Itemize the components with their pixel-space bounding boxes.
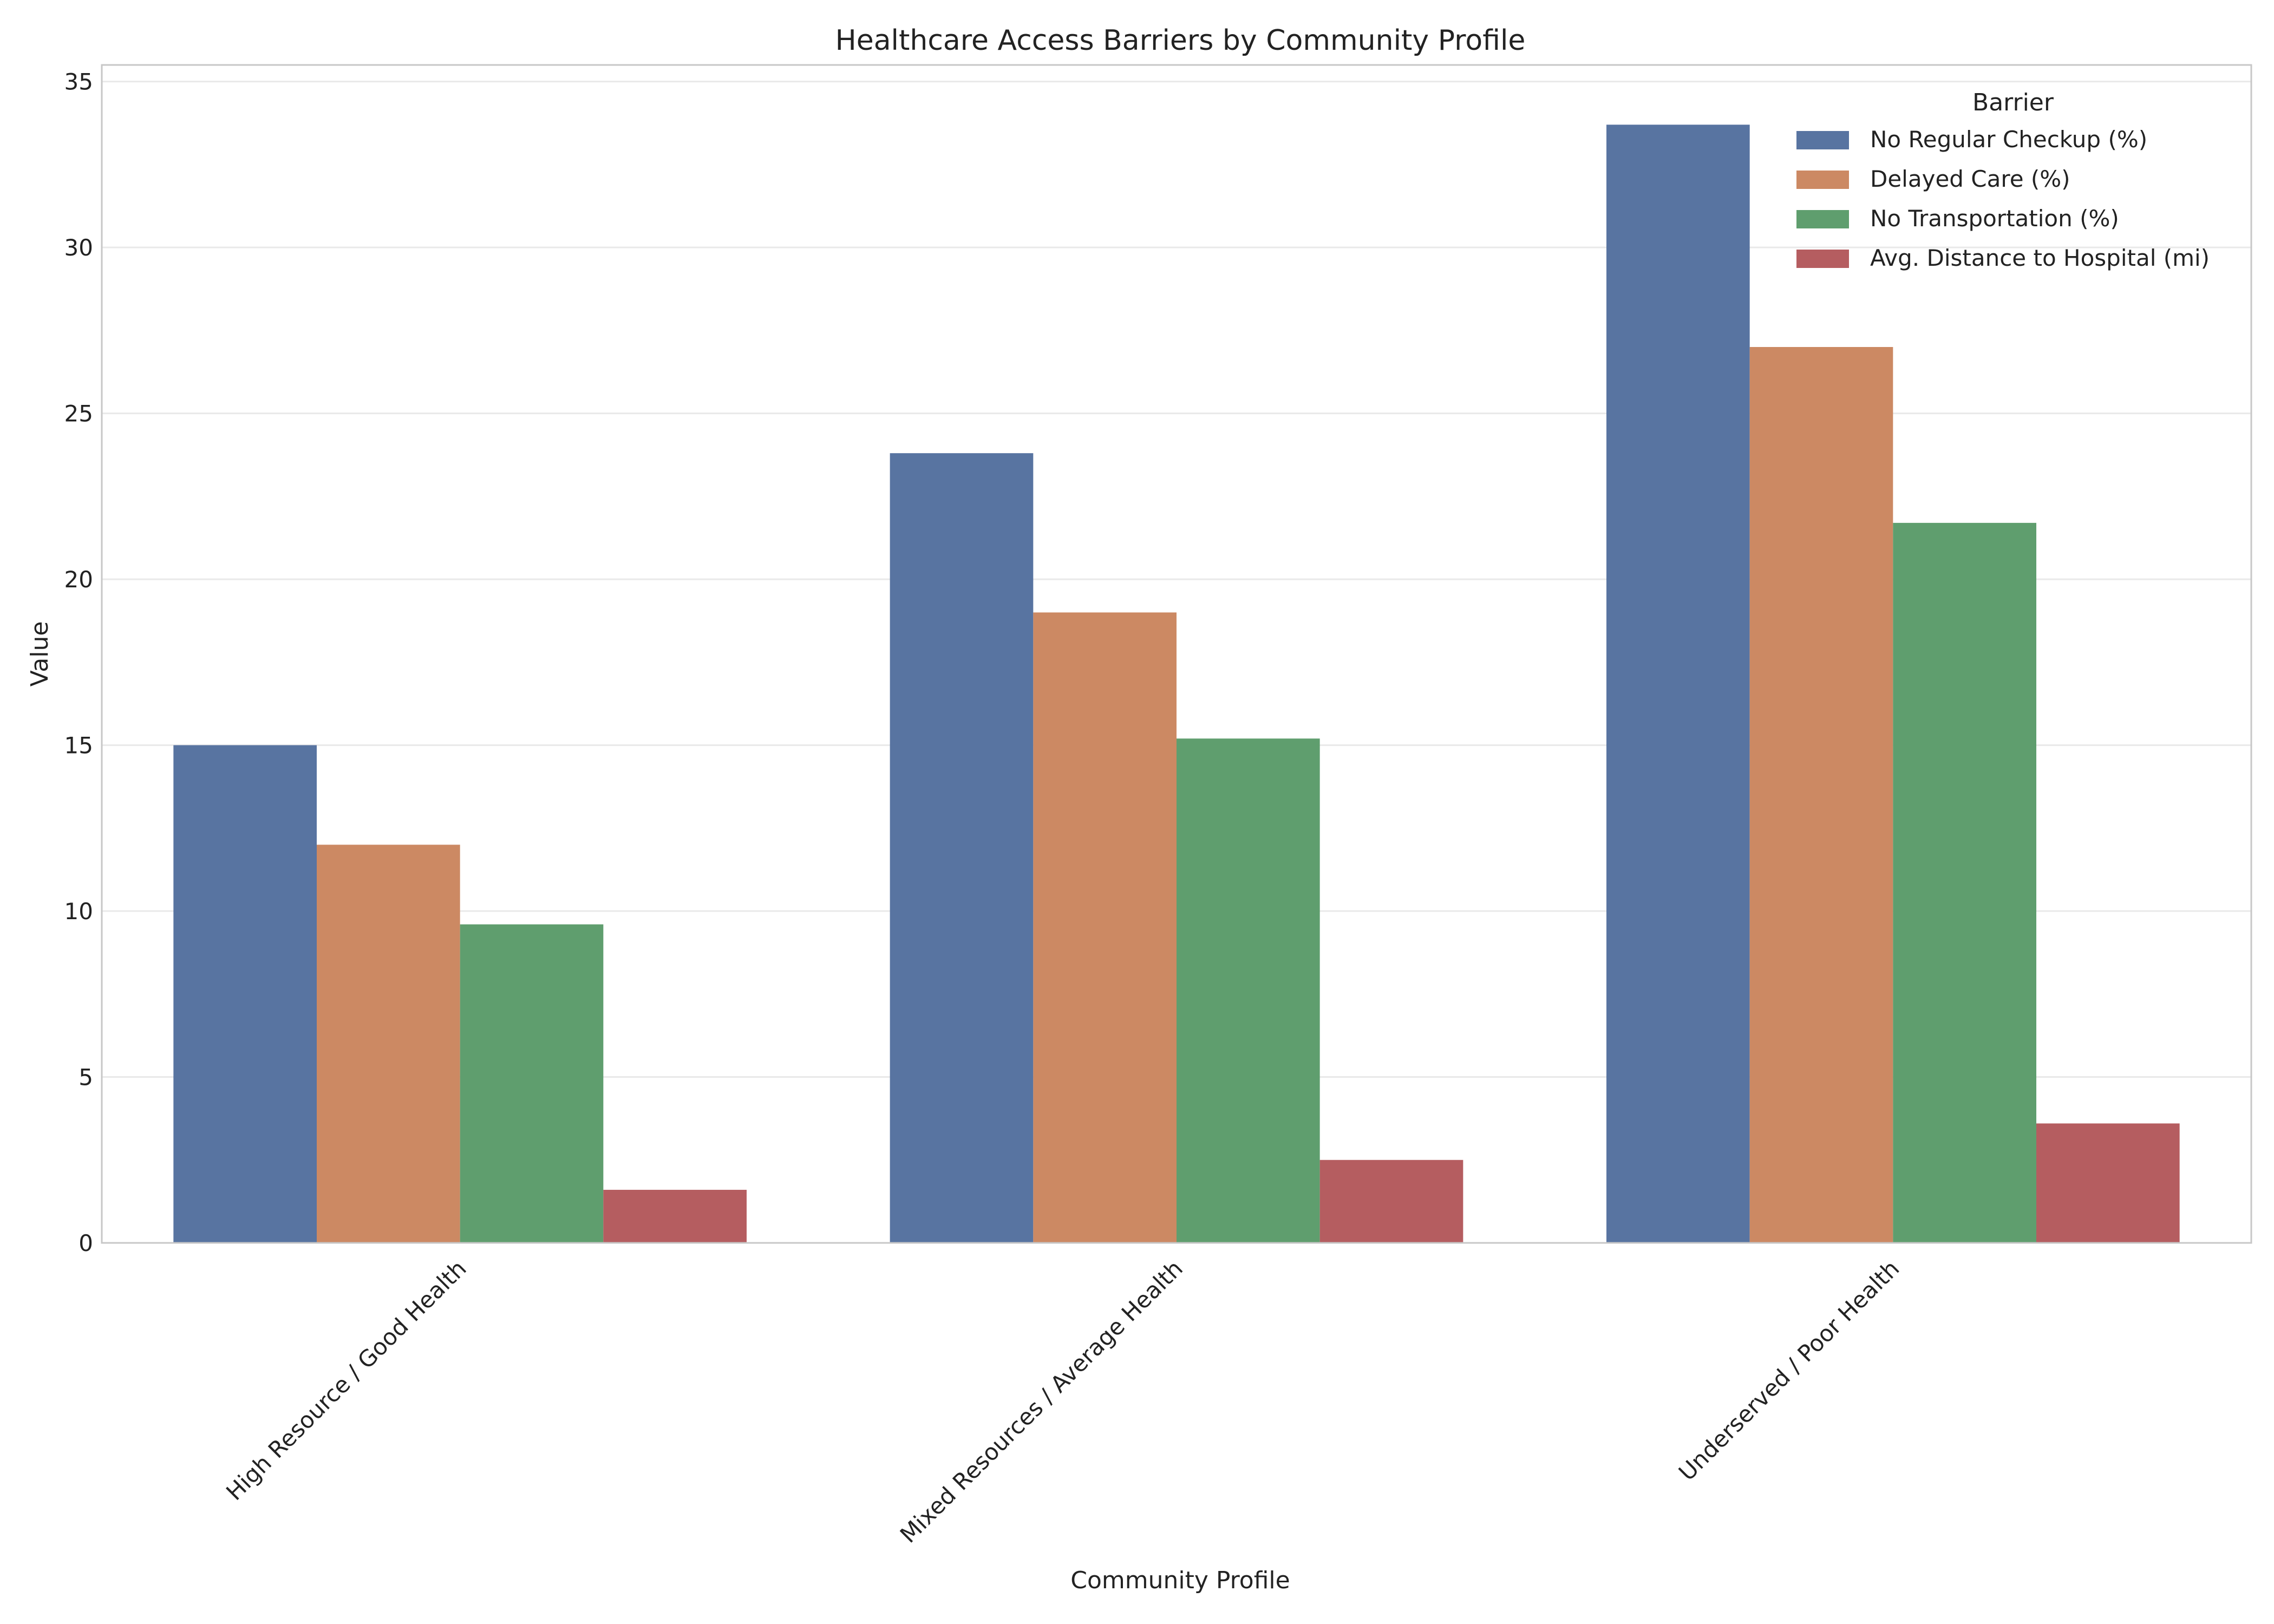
bar bbox=[1177, 738, 1320, 1243]
legend-swatch bbox=[1796, 171, 1849, 189]
bar bbox=[173, 745, 317, 1243]
bar bbox=[1749, 347, 1893, 1243]
y-tick-label: 0 bbox=[79, 1230, 93, 1256]
y-tick-label: 5 bbox=[79, 1064, 93, 1091]
x-tick-label: High Resource / Good Health bbox=[221, 1255, 472, 1505]
legend-title: Barrier bbox=[1972, 89, 2054, 116]
y-tick-label: 15 bbox=[64, 732, 93, 759]
legend-swatch bbox=[1796, 210, 1849, 228]
y-axis-label: Value bbox=[26, 621, 54, 687]
y-axis-ticks: 0 5 10 15 20 25 30 35 bbox=[64, 69, 93, 1256]
legend-swatch bbox=[1796, 131, 1849, 149]
plot-frame bbox=[101, 64, 2252, 1244]
legend: Barrier No Regular Checkup (%) Delayed Ca… bbox=[1796, 89, 2210, 271]
x-axis-ticks: High Resource / Good Health Mixed Resourc… bbox=[221, 1255, 1904, 1548]
x-tick-label: Underserved / Poor Health bbox=[1674, 1255, 1904, 1485]
bar bbox=[460, 924, 604, 1243]
y-tick-label: 30 bbox=[64, 234, 93, 261]
bar bbox=[317, 844, 460, 1243]
y-tick-label: 20 bbox=[64, 566, 93, 593]
legend-label: No Transportation (%) bbox=[1870, 205, 2119, 232]
legend-label: Avg. Distance to Hospital (mi) bbox=[1870, 245, 2210, 271]
legend-label: No Regular Checkup (%) bbox=[1870, 126, 2147, 153]
bar bbox=[2036, 1123, 2180, 1243]
y-tick-label: 10 bbox=[64, 898, 93, 925]
bars-group bbox=[173, 125, 2180, 1243]
legend-swatch bbox=[1796, 250, 1849, 268]
y-tick-label: 25 bbox=[64, 401, 93, 427]
bar bbox=[1606, 125, 1750, 1243]
bar bbox=[1033, 612, 1177, 1243]
x-axis-label: Community Profile bbox=[1070, 1567, 1290, 1594]
bar bbox=[890, 453, 1034, 1243]
bar bbox=[603, 1189, 747, 1243]
bar bbox=[1893, 522, 2036, 1243]
x-tick-label: Mixed Resources / Average Health bbox=[895, 1255, 1188, 1548]
legend-label: Delayed Care (%) bbox=[1870, 166, 2070, 192]
chart-title: Healthcare Access Barriers by Community … bbox=[835, 24, 1526, 57]
y-tick-label: 35 bbox=[64, 69, 93, 95]
bar bbox=[1319, 1160, 1463, 1243]
